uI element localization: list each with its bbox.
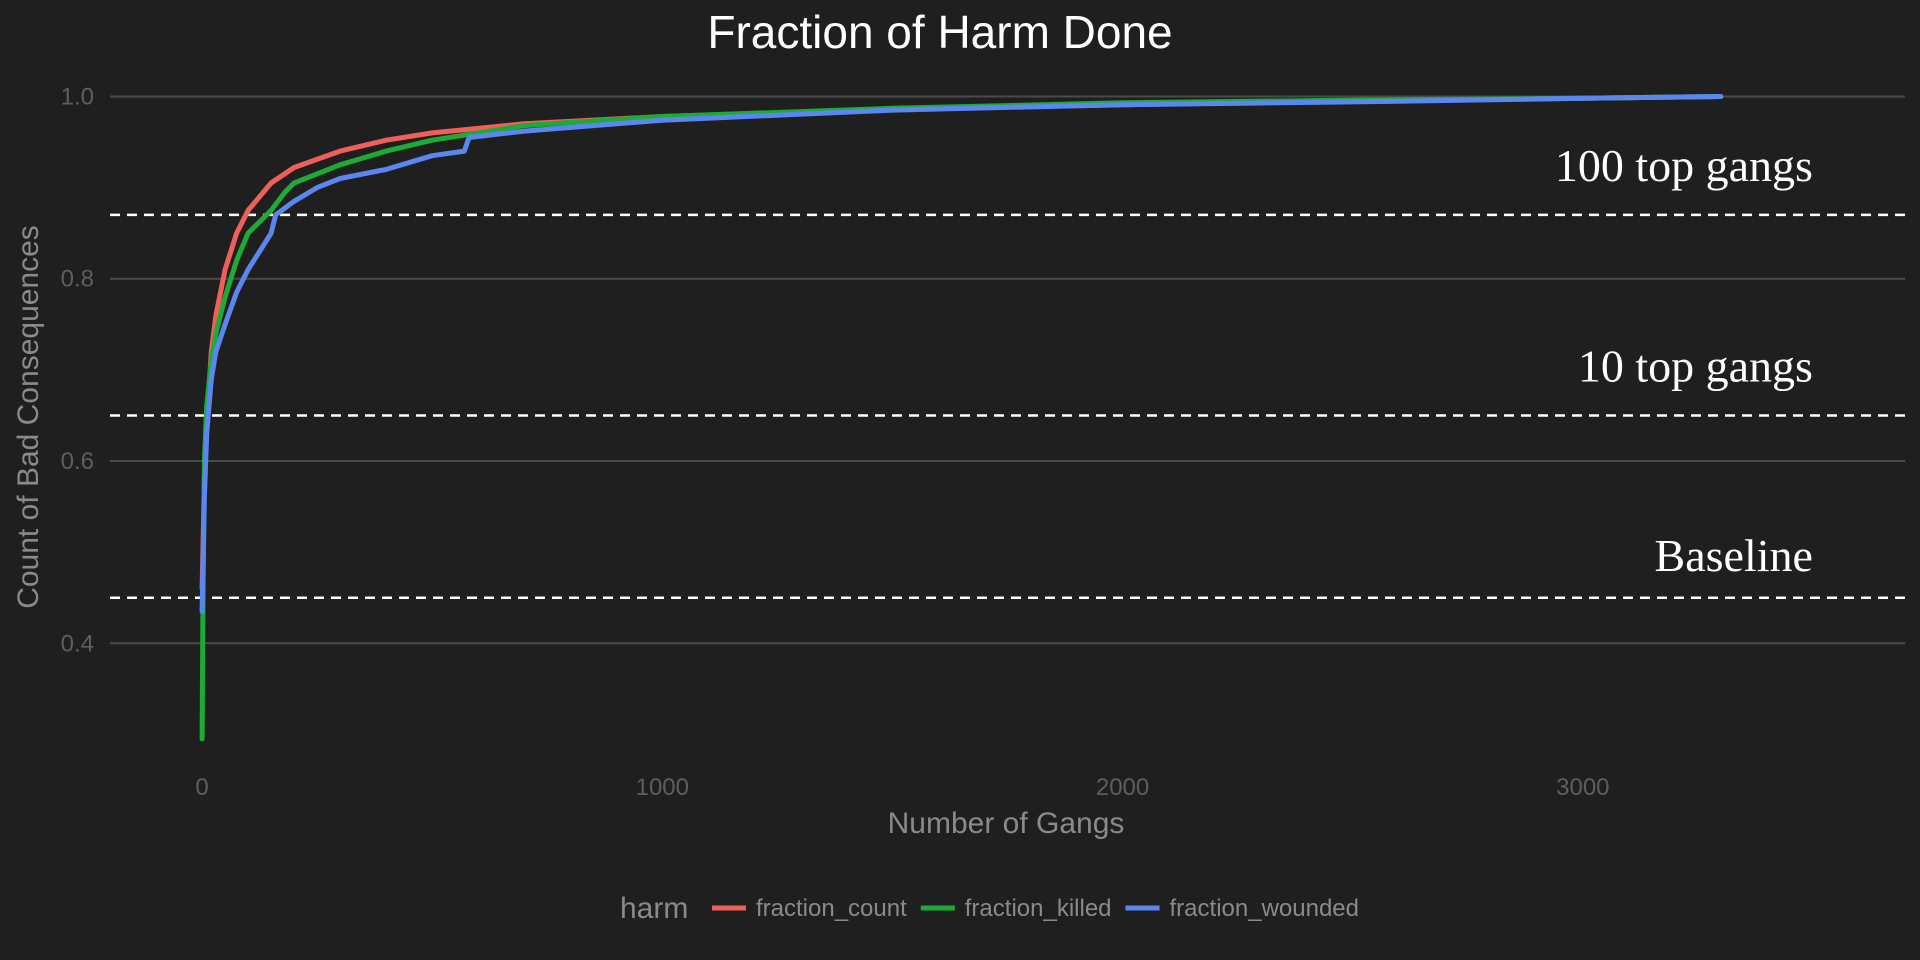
x-tick-label: 2000 [1096, 774, 1149, 801]
y-axis-ticks: 0.4 0.6 0.8 1.0 [61, 83, 94, 657]
legend-title: harm [620, 892, 688, 925]
series-lines [199, 94, 1724, 742]
x-tick-label: 3000 [1556, 774, 1609, 801]
legend: harm fraction_count fraction_killed fractio… [620, 892, 1359, 925]
reference-line-label: Baseline [1655, 530, 1813, 581]
legend-label: fraction_killed [965, 895, 1112, 922]
legend-label: fraction_count [756, 895, 907, 922]
reference-line-label: 100 top gangs [1555, 140, 1813, 191]
x-tick-label: 1000 [636, 774, 689, 801]
x-axis-title: Number of Gangs [888, 807, 1125, 840]
chart-title: Fraction of Harm Done [707, 6, 1172, 58]
y-axis-title: Count of Bad Consequences [12, 225, 45, 609]
reference-line-label: 10 top gangs [1578, 340, 1813, 391]
y-tick-label: 1.0 [61, 83, 94, 110]
reference-lines: 100 top gangs 10 top gangs Baseline [110, 140, 1905, 599]
y-tick-label: 0.4 [61, 630, 94, 657]
y-tick-label: 0.6 [61, 448, 94, 475]
x-axis-ticks: 0 1000 2000 3000 [195, 774, 1609, 801]
legend-label: fraction_wounded [1170, 895, 1359, 922]
y-tick-label: 0.8 [61, 266, 94, 293]
x-tick-label: 0 [195, 774, 208, 801]
grid-lines [110, 95, 1905, 645]
series-line-fraction-wounded [199, 94, 1724, 614]
